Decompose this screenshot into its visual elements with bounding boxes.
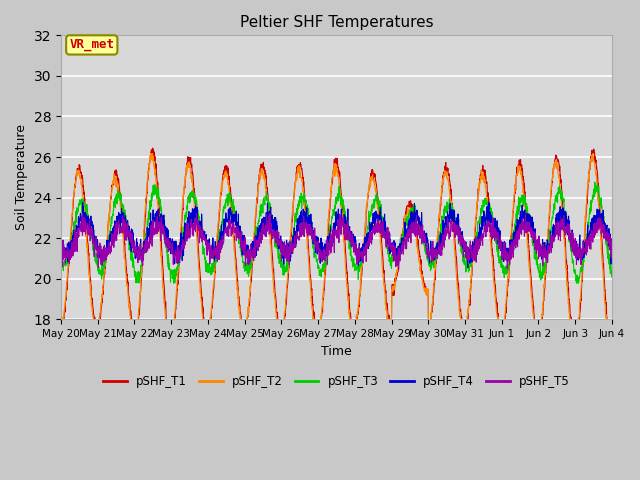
pSHF_T5	[193, 211, 200, 216]
Line: pSHF_T5: pSHF_T5	[61, 214, 612, 269]
pSHF_T5	[353, 254, 360, 260]
pSHF_T1	[575, 321, 583, 327]
Title: Peltier SHF Temperatures: Peltier SHF Temperatures	[239, 15, 433, 30]
pSHF_T2	[365, 183, 372, 189]
pSHF_T1	[365, 187, 372, 193]
pSHF_T2	[608, 338, 616, 344]
pSHF_T3	[497, 257, 504, 263]
pSHF_T4	[575, 251, 583, 256]
pSHF_T2	[575, 314, 583, 320]
Line: pSHF_T2: pSHF_T2	[61, 154, 612, 351]
pSHF_T3	[57, 256, 65, 262]
pSHF_T3	[591, 179, 598, 185]
pSHF_T1	[166, 347, 174, 352]
pSHF_T3	[608, 274, 616, 279]
pSHF_T1	[608, 344, 616, 350]
pSHF_T5	[57, 241, 65, 247]
pSHF_T2	[166, 348, 174, 354]
pSHF_T2	[211, 261, 219, 266]
pSHF_T1	[353, 315, 360, 321]
pSHF_T4	[57, 252, 65, 258]
pSHF_T3	[353, 266, 360, 272]
Y-axis label: Soil Temperature: Soil Temperature	[15, 124, 28, 230]
pSHF_T1	[148, 145, 156, 151]
pSHF_T5	[365, 241, 372, 247]
pSHF_T4	[560, 220, 568, 226]
pSHF_T1	[560, 212, 568, 217]
pSHF_T2	[148, 151, 156, 156]
pSHF_T4	[79, 200, 86, 205]
X-axis label: Time: Time	[321, 345, 352, 358]
pSHF_T5	[395, 266, 403, 272]
pSHF_T2	[560, 235, 568, 240]
Line: pSHF_T4: pSHF_T4	[61, 203, 612, 268]
pSHF_T3	[574, 280, 582, 286]
pSHF_T3	[364, 226, 372, 232]
Legend: pSHF_T1, pSHF_T2, pSHF_T3, pSHF_T4, pSHF_T5: pSHF_T1, pSHF_T2, pSHF_T3, pSHF_T4, pSHF…	[99, 371, 575, 393]
pSHF_T1	[57, 327, 65, 333]
pSHF_T4	[497, 246, 505, 252]
pSHF_T4	[211, 249, 219, 255]
pSHF_T2	[57, 327, 65, 333]
pSHF_T2	[353, 316, 360, 322]
Line: pSHF_T3: pSHF_T3	[61, 182, 612, 283]
Text: VR_met: VR_met	[69, 38, 115, 51]
pSHF_T5	[560, 213, 568, 219]
pSHF_T5	[211, 251, 219, 256]
pSHF_T3	[575, 279, 582, 285]
pSHF_T4	[365, 230, 372, 236]
pSHF_T3	[559, 195, 567, 201]
pSHF_T2	[497, 330, 505, 336]
pSHF_T4	[608, 240, 616, 246]
pSHF_T4	[464, 265, 472, 271]
pSHF_T5	[575, 255, 583, 261]
pSHF_T1	[497, 325, 505, 331]
Line: pSHF_T1: pSHF_T1	[61, 148, 612, 349]
pSHF_T5	[608, 246, 616, 252]
pSHF_T3	[211, 257, 218, 263]
pSHF_T4	[353, 255, 360, 261]
pSHF_T1	[211, 270, 219, 276]
pSHF_T5	[497, 246, 505, 252]
